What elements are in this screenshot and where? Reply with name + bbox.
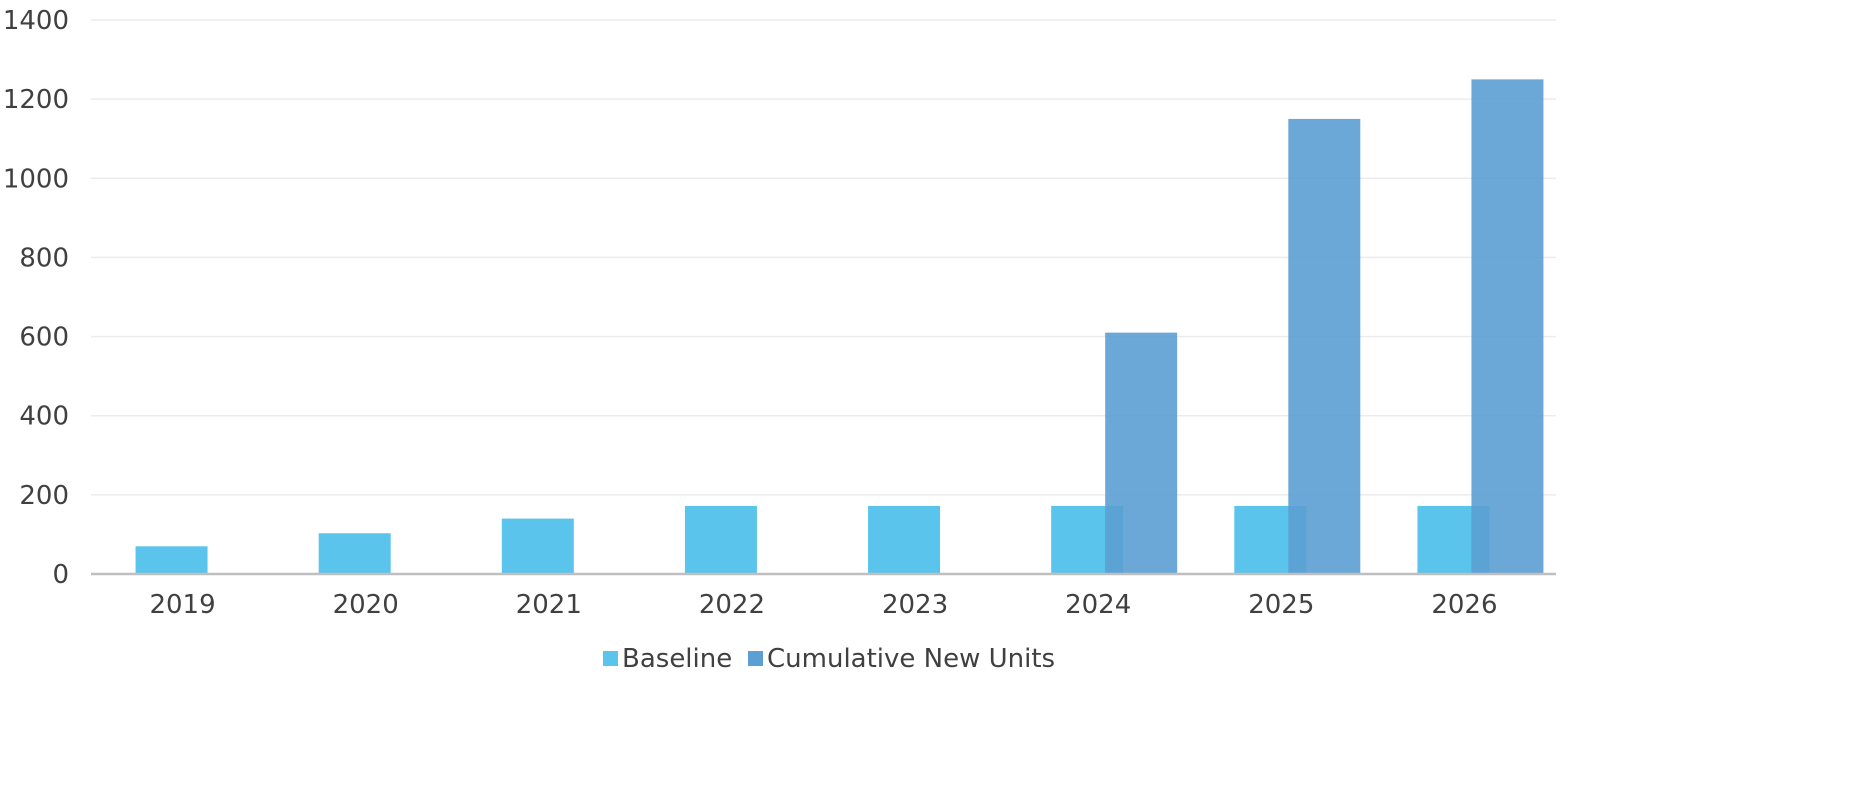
bar-cumulative-new-units-2026 xyxy=(1471,79,1544,574)
x-axis-tick-labels: 2019 2020 2021 2022 2023 2024 2025 2026 xyxy=(149,590,1497,620)
y-tick-label: 1400 xyxy=(3,6,69,36)
x-tick-label: 2024 xyxy=(1065,590,1131,620)
bar-baseline-2021 xyxy=(501,518,574,574)
bar-baseline-2023 xyxy=(868,505,941,574)
y-tick-label: 0 xyxy=(52,560,69,590)
bar-cumulative-new-units-2024 xyxy=(1105,332,1178,574)
x-tick-label: 2021 xyxy=(516,590,582,620)
x-tick-label: 2023 xyxy=(882,590,948,620)
y-tick-label: 800 xyxy=(19,243,69,273)
x-tick-label: 2022 xyxy=(699,590,765,620)
legend: Baseline Cumulative New Units xyxy=(603,644,1055,674)
grid-layer xyxy=(91,19,1556,496)
y-tick-label: 400 xyxy=(19,402,69,432)
legend-label: Cumulative New Units xyxy=(767,644,1055,674)
bar-cumulative-new-units-2025 xyxy=(1288,118,1361,574)
x-tick-label: 2025 xyxy=(1248,590,1314,620)
y-axis-tick-labels: 0 200 400 600 800 1000 1200 1400 xyxy=(3,6,69,590)
bar-baseline-2019 xyxy=(135,546,208,574)
y-tick-label: 1200 xyxy=(3,85,69,115)
bar-baseline-2022 xyxy=(684,505,757,574)
x-tick-label: 2020 xyxy=(333,590,399,620)
legend-swatch-cumulative-new-units xyxy=(748,651,763,666)
x-tick-label: 2019 xyxy=(149,590,215,620)
legend-swatch-baseline xyxy=(603,651,618,666)
y-tick-label: 200 xyxy=(19,481,69,511)
legend-label: Baseline xyxy=(622,644,732,674)
y-tick-label: 1000 xyxy=(3,164,69,194)
y-tick-label: 600 xyxy=(19,323,69,353)
bars-layer xyxy=(135,79,1544,574)
bar-baseline-2020 xyxy=(318,533,391,574)
x-tick-label: 2026 xyxy=(1431,590,1497,620)
